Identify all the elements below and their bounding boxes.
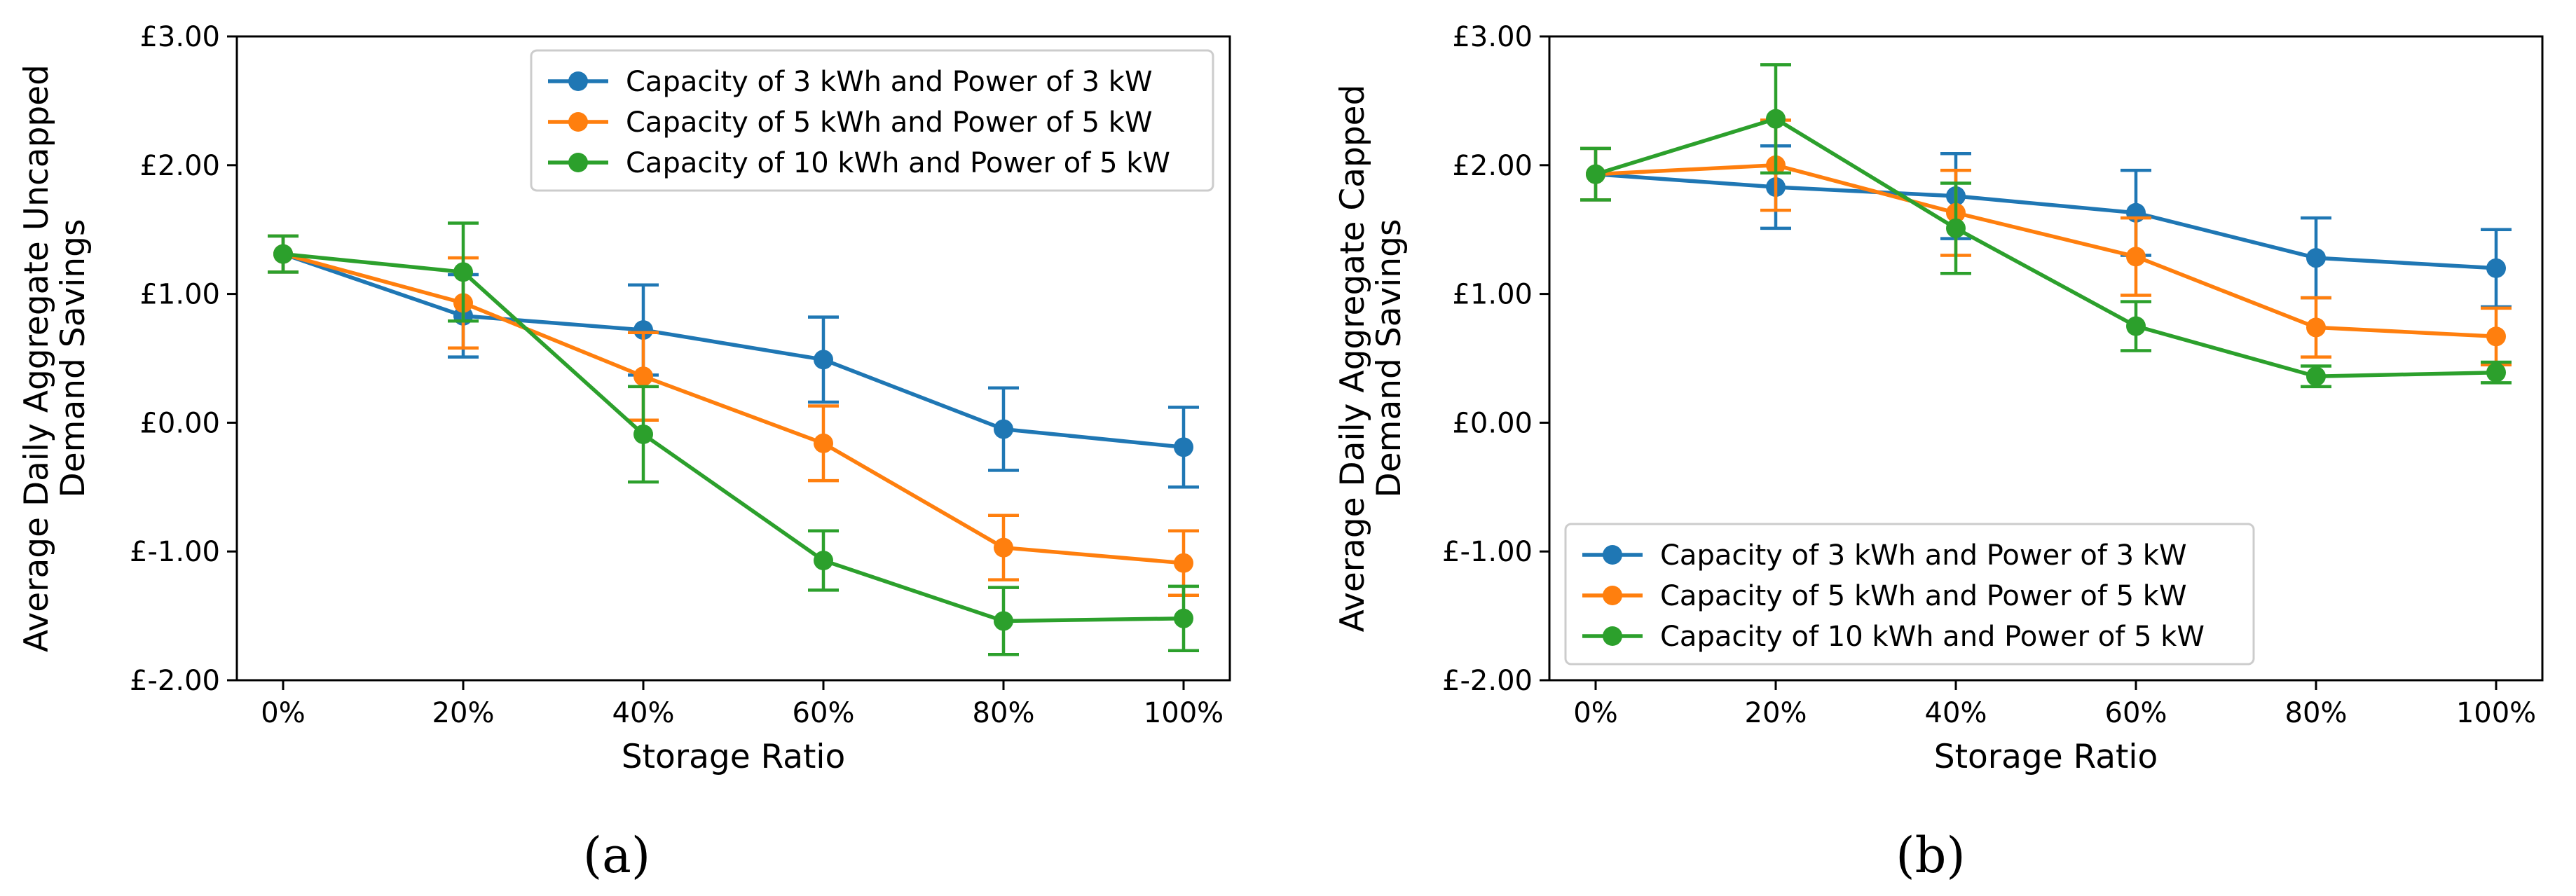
series-line <box>282 252 1184 450</box>
y-axis-title-line2: Demand Savings <box>1370 219 1409 498</box>
y-tick-label: £2.00 <box>139 150 220 182</box>
y-tick-label: £0.00 <box>1452 407 1533 439</box>
legend-swatch-marker <box>1603 586 1622 605</box>
y-tick-label: £3.00 <box>1452 21 1533 53</box>
data-point <box>814 433 833 453</box>
legend-label: Capacity of 5 kWh and Power of 5 kW <box>1660 580 2187 612</box>
y-axis-title-line1: Average Daily Aggregate Uncapped <box>18 64 56 652</box>
x-tick-label: 80% <box>973 697 1035 729</box>
x-axis-title: Storage Ratio <box>622 738 846 776</box>
series-line <box>1595 172 2497 270</box>
series-line <box>1595 163 2497 339</box>
series-2 <box>1580 118 2512 366</box>
data-point <box>2306 366 2326 387</box>
data-point <box>1946 218 1966 238</box>
x-tick-label: 20% <box>432 697 495 729</box>
y-axis-title: Average Daily Aggregate CappedDemand Sav… <box>1334 85 1409 633</box>
panel-caption: (a) <box>583 827 650 884</box>
y-tick-label: £1.00 <box>139 279 220 311</box>
data-point <box>1174 437 1193 457</box>
y-tick-label: £0.00 <box>139 407 220 439</box>
data-point <box>1586 164 1605 184</box>
legend-entry: Capacity of 10 kWh and Power of 5 kW <box>548 147 1170 179</box>
x-tick-label: 0% <box>261 697 305 729</box>
y-axis-title-line2: Demand Savings <box>54 219 93 498</box>
x-tick-label: 0% <box>1573 697 1617 729</box>
series-line <box>282 251 1184 623</box>
y-tick-label: £3.00 <box>139 21 220 53</box>
x-axis-title: Storage Ratio <box>1934 738 2158 776</box>
y-tick-label: £-2.00 <box>130 665 220 697</box>
legend-box <box>1564 523 2255 666</box>
y-tick-label: £2.00 <box>1452 150 1533 182</box>
x-tick-label: 20% <box>1745 697 1807 729</box>
legend-entry: Capacity of 10 kWh and Power of 5 kW <box>1582 621 2205 653</box>
data-point <box>1766 109 1786 129</box>
data-point <box>633 424 653 444</box>
plot-frame <box>235 35 1231 682</box>
legend-label: Capacity of 5 kWh and Power of 5 kW <box>626 106 1153 139</box>
panel-caption: (b) <box>1896 827 1965 884</box>
legend-swatch-marker <box>1603 545 1622 565</box>
plot-frame <box>1548 35 2544 682</box>
x-tick-label: 100% <box>2456 697 2536 729</box>
data-point <box>633 320 653 340</box>
legend: Capacity of 3 kWh and Power of 3 kW Capac… <box>530 49 1214 192</box>
y-tick-label: £-1.00 <box>130 536 220 568</box>
legend-box <box>530 49 1214 192</box>
legend-swatch-marker <box>568 112 588 132</box>
data-point <box>994 537 1013 558</box>
x-tick-label: 40% <box>612 697 675 729</box>
x-tick-label: 80% <box>2285 697 2348 729</box>
panel-a: £3.00 £2.00 £1.00 £0.00 £-1.00 £-2.00 0% 20% 40%… <box>18 21 1231 884</box>
legend-entry: Capacity of 5 kWh and Power of 5 kW <box>548 106 1153 139</box>
legend-swatch-marker <box>568 153 588 172</box>
data-point <box>994 419 1013 439</box>
series-3 <box>268 221 1199 656</box>
legend-label: Capacity of 3 kWh and Power of 3 kW <box>626 66 1153 98</box>
data-point <box>1174 608 1193 628</box>
legend: Capacity of 3 kWh and Power of 3 kW Capac… <box>1564 523 2255 666</box>
data-point <box>2126 247 2146 267</box>
legend-label: Capacity of 3 kWh and Power of 3 kW <box>1660 539 2187 572</box>
legend-swatch-marker <box>568 71 588 91</box>
data-point <box>2486 362 2506 382</box>
legend-label: Capacity of 10 kWh and Power of 5 kW <box>1660 621 2205 653</box>
y-axis-title: Average Daily Aggregate UncappedDemand S… <box>18 64 93 652</box>
data-point <box>1174 553 1193 573</box>
x-tick-label: 40% <box>1925 697 1987 729</box>
x-tick-label: 100% <box>1144 697 1224 729</box>
x-tick-label: 60% <box>2105 697 2167 729</box>
data-point <box>2486 326 2506 347</box>
y-axis-title-line1: Average Daily Aggregate Capped <box>1334 85 1372 633</box>
series-3 <box>1580 63 2512 389</box>
legend-entry: Capacity of 3 kWh and Power of 3 kW <box>1582 539 2187 572</box>
legend-label: Capacity of 10 kWh and Power of 5 kW <box>626 147 1170 179</box>
data-point <box>273 244 293 264</box>
data-point <box>2306 317 2326 338</box>
data-point <box>814 350 833 370</box>
legend-swatch-marker <box>1603 626 1622 646</box>
data-point <box>814 551 833 571</box>
series-1 <box>268 234 1199 489</box>
legend-entry: Capacity of 5 kWh and Power of 5 kW <box>1582 580 2187 612</box>
series-line <box>282 251 1184 565</box>
data-point <box>2306 248 2326 268</box>
data-point <box>994 611 1013 631</box>
y-tick-label: £-1.00 <box>1442 536 1533 568</box>
data-point <box>2126 316 2146 336</box>
series-2 <box>268 234 1199 597</box>
panel-b: £3.00 £2.00 £1.00 £0.00 £-1.00 £-2.00 0% 20% 40%… <box>1334 21 2544 884</box>
y-tick-label: £-2.00 <box>1442 665 1533 697</box>
data-point <box>453 262 473 282</box>
x-tick-label: 60% <box>793 697 855 729</box>
data-point <box>2486 258 2506 278</box>
series-line <box>1595 116 2497 378</box>
legend-entry: Capacity of 3 kWh and Power of 3 kW <box>548 66 1153 98</box>
y-tick-label: £1.00 <box>1452 279 1533 311</box>
series-1 <box>1580 144 2512 309</box>
data-point <box>633 366 653 387</box>
